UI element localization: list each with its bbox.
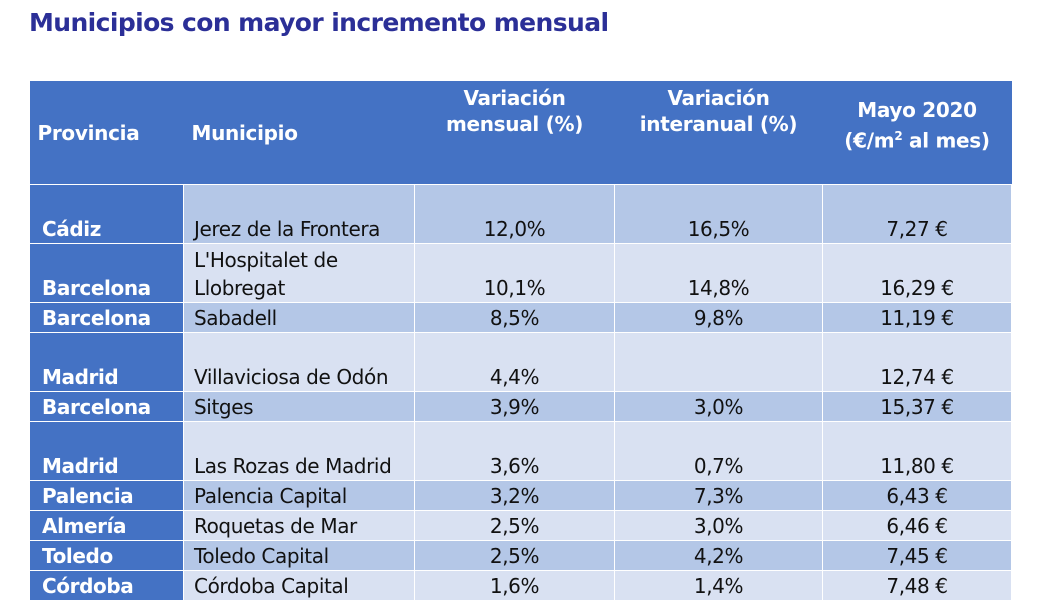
table-row: Madrid Villaviciosa de Odón 4,4% 12,74 € (29, 332, 1012, 392)
municipios-table: Provincia Municipio Variación mensual (%… (29, 81, 1012, 601)
cell-variacion-mensual: 4,4% (414, 332, 615, 392)
cell-variacion-interanual: 0,7% (614, 421, 823, 481)
header-municipio: Municipio (183, 81, 415, 185)
cell-variacion-interanual: 3,0% (614, 510, 823, 541)
table-row: Barcelona L'Hospitalet de Llobregat 10,1% 1… (29, 243, 1012, 303)
header-mayo-sup: 2 (894, 129, 903, 143)
cell-precio: 11,80 € (822, 421, 1012, 481)
cell-variacion-interanual: 16,5% (614, 184, 823, 244)
cell-municipio: Las Rozas de Madrid (183, 421, 415, 481)
cell-variacion-mensual: 1,6% (414, 570, 615, 601)
cell-variacion-interanual (614, 332, 823, 392)
cell-precio: 12,74 € (822, 332, 1012, 392)
table-row: Palencia Palencia Capital 3,2% 7,3% 6,43 € (29, 480, 1012, 511)
header-mayo-2020: Mayo 2020 (€/m2 al mes) (822, 81, 1012, 185)
cell-provincia: Almería (29, 510, 184, 541)
cell-provincia: Palencia (29, 480, 184, 511)
cell-provincia: Madrid (29, 421, 184, 481)
cell-precio: 6,46 € (822, 510, 1012, 541)
cell-variacion-mensual: 3,9% (414, 391, 615, 422)
cell-variacion-interanual: 7,3% (614, 480, 823, 511)
cell-provincia: Toledo (29, 540, 184, 571)
cell-variacion-mensual: 2,5% (414, 540, 615, 571)
cell-municipio: Villaviciosa de Odón (183, 332, 415, 392)
cell-provincia: Cádiz (29, 184, 184, 244)
cell-variacion-interanual: 1,4% (614, 570, 823, 601)
table-row: Córdoba Córdoba Capital 1,6% 1,4% 7,48 € (29, 570, 1012, 601)
cell-municipio: Palencia Capital (183, 480, 415, 511)
header-mayo-line2-post: al mes) (902, 128, 990, 153)
cell-precio: 11,19 € (822, 302, 1012, 333)
cell-variacion-interanual: 3,0% (614, 391, 823, 422)
cell-variacion-mensual: 8,5% (414, 302, 615, 333)
cell-precio: 7,45 € (822, 540, 1012, 571)
cell-municipio: Sitges (183, 391, 415, 422)
header-mayo-line1: Mayo 2020 (857, 98, 977, 122)
table-row: Almería Roquetas de Mar 2,5% 3,0% 6,46 € (29, 510, 1012, 541)
table-row: Barcelona Sitges 3,9% 3,0% 15,37 € (29, 391, 1012, 422)
cell-municipio: Córdoba Capital (183, 570, 415, 601)
cell-precio: 7,27 € (822, 184, 1012, 244)
cell-variacion-mensual: 3,6% (414, 421, 615, 481)
table-row: Cádiz Jerez de la Frontera 12,0% 16,5% 7,27 … (29, 184, 1012, 244)
table-row: Madrid Las Rozas de Madrid 3,6% 0,7% 11,80 € (29, 421, 1012, 481)
table-header-row: Provincia Municipio Variación mensual (%… (29, 81, 1012, 185)
cell-precio: 15,37 € (822, 391, 1012, 422)
cell-provincia: Barcelona (29, 391, 184, 422)
page-title: Municipios con mayor incremento mensual (29, 8, 609, 37)
cell-variacion-interanual: 14,8% (614, 243, 823, 303)
cell-provincia: Barcelona (29, 302, 184, 333)
cell-provincia: Córdoba (29, 570, 184, 601)
header-variacion-interanual: Variación interanual (%) (614, 81, 823, 185)
cell-precio: 7,48 € (822, 570, 1012, 601)
cell-municipio: Toledo Capital (183, 540, 415, 571)
cell-variacion-interanual: 4,2% (614, 540, 823, 571)
cell-variacion-mensual: 2,5% (414, 510, 615, 541)
cell-municipio: Roquetas de Mar (183, 510, 415, 541)
cell-provincia: Barcelona (29, 243, 184, 303)
header-variacion-mensual: Variación mensual (%) (414, 81, 615, 185)
cell-municipio: Jerez de la Frontera (183, 184, 415, 244)
cell-variacion-mensual: 12,0% (414, 184, 615, 244)
cell-provincia: Madrid (29, 332, 184, 392)
cell-variacion-interanual: 9,8% (614, 302, 823, 333)
table-row: Toledo Toledo Capital 2,5% 4,2% 7,45 € (29, 540, 1012, 571)
cell-precio: 6,43 € (822, 480, 1012, 511)
cell-municipio: Sabadell (183, 302, 415, 333)
cell-precio: 16,29 € (822, 243, 1012, 303)
cell-variacion-mensual: 3,2% (414, 480, 615, 511)
header-mayo-line2-pre: (€/m (844, 128, 895, 153)
header-provincia: Provincia (29, 81, 184, 185)
cell-municipio: L'Hospitalet de Llobregat (183, 243, 415, 303)
table-row: Barcelona Sabadell 8,5% 9,8% 11,19 € (29, 302, 1012, 333)
cell-variacion-mensual: 10,1% (414, 243, 615, 303)
